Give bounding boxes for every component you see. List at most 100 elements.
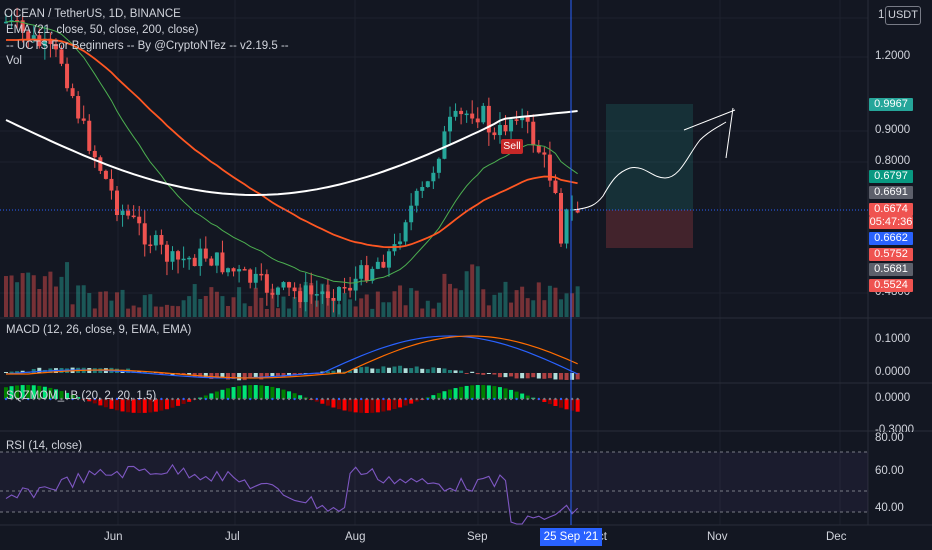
candle-body [370, 268, 375, 281]
volume-bar [103, 291, 108, 317]
candle-body [320, 291, 325, 295]
volume-bar [264, 308, 269, 317]
macd-legend[interactable]: MACD (12, 26, close, 9, EMA, EMA) [6, 324, 192, 336]
sqzmom-bar [15, 385, 20, 399]
candle-body [481, 105, 486, 123]
macd-histogram-bar [226, 373, 230, 380]
rsi-tick: 80.00 [875, 432, 904, 441]
sqzmom-bar [320, 399, 325, 404]
squeeze-dot [93, 397, 97, 401]
rsi-band [0, 452, 868, 512]
volume-bar [570, 293, 575, 317]
price-tick: 0.8000 [875, 155, 911, 167]
macd-histogram-bar [242, 373, 247, 381]
volume-bar [164, 304, 169, 317]
squeeze-dot [476, 397, 479, 401]
volume-bar [486, 305, 491, 317]
loss-zone [606, 210, 693, 248]
candle-body [20, 20, 25, 32]
squeeze-dot [32, 397, 35, 401]
sqzmom-bar [453, 388, 458, 399]
volume-bar [536, 282, 541, 317]
squeeze-dot [38, 397, 41, 401]
squeeze-dot [237, 397, 241, 401]
macd-histogram-bar [37, 367, 42, 373]
candle-body [281, 282, 286, 288]
sqzmom-bar [553, 399, 558, 406]
stop-price-label-2: 0.5524 [869, 279, 913, 292]
month-label: Jun [104, 531, 123, 543]
rsi-tick: 40.00 [875, 502, 904, 514]
ema-legend[interactable]: EMA (21, close, 50, close, 200, close) [6, 24, 199, 36]
symbol-title[interactable]: OCEAN / TetherUS, 1D, BINANCE [4, 8, 181, 20]
candle-body [15, 20, 20, 22]
currency-button[interactable]: USDT [885, 6, 921, 25]
macd-histogram-bar [503, 373, 508, 378]
macd-histogram-bar [453, 370, 458, 373]
rsi-legend[interactable]: RSI (14, close) [6, 440, 83, 452]
volume-bar [275, 308, 280, 317]
sqzmom-bar [464, 385, 469, 399]
squeeze-dot [504, 397, 507, 401]
candle-body [520, 116, 525, 121]
sqzmom-bar [42, 386, 47, 399]
squeeze-dot [360, 397, 363, 401]
squeeze-dot [210, 397, 213, 401]
candle-body [559, 193, 563, 244]
volume-bar [65, 262, 70, 317]
volume-bar [420, 308, 425, 317]
squeeze-dot [437, 397, 441, 401]
macd-histogram-bar [470, 371, 475, 373]
sqzmom-bar [348, 399, 353, 412]
sqzmom-bar [176, 399, 181, 406]
sqzmom-bar [525, 395, 530, 399]
sqzmom-bar [164, 399, 169, 410]
macd-histogram-bar [475, 373, 480, 375]
candle-body [287, 282, 292, 288]
squeeze-dot [154, 397, 158, 401]
squeeze-dot [10, 397, 13, 401]
volume-bar [31, 275, 36, 317]
hand-drawn-projection[interactable] [0, 107, 868, 211]
volume-bar [370, 308, 375, 317]
macd-histogram-bar [514, 373, 519, 379]
macd-histogram-bar [214, 373, 219, 378]
squeeze-dot [171, 397, 174, 401]
candle-body [259, 273, 264, 276]
squeeze-dot [165, 397, 169, 401]
ema21-line [5, 20, 578, 284]
candle-body [381, 261, 386, 268]
sqzmom-bar [337, 399, 341, 410]
macd-histogram-bar [264, 373, 269, 378]
candle-body [98, 157, 103, 171]
squeeze-dot [426, 397, 429, 401]
squeeze-dot [76, 397, 80, 401]
squeeze-dot [332, 397, 335, 401]
volume-bar [403, 305, 408, 317]
sqzmom-legend[interactable]: SQZMOM_LB (20, 2, 20, 1.5) [6, 390, 157, 402]
volume-bar [131, 305, 136, 317]
volume-bar [126, 308, 131, 317]
candle-body [42, 38, 47, 47]
candle-body [536, 145, 541, 153]
sqzmom-bar [497, 387, 502, 399]
candle-body [214, 252, 219, 266]
macd-histogram-bar [337, 369, 341, 373]
target-price-label: 0.9967 [869, 98, 913, 111]
sqzmom-bar [392, 399, 397, 410]
sqzmom-bar [31, 385, 36, 399]
sqzmom-bar [436, 393, 441, 399]
macd-histogram-bar [414, 366, 419, 373]
long-position-tool[interactable] [606, 104, 693, 248]
sqzmom-bar [375, 399, 380, 413]
macd-histogram-bar [481, 373, 486, 375]
volume-bar [292, 296, 297, 317]
sqzmom-bar [181, 399, 186, 404]
volume-legend[interactable]: Vol [6, 55, 22, 67]
sqzmom-bar [253, 385, 258, 399]
volume-bar [464, 271, 469, 317]
macd-histogram-bar [331, 370, 336, 373]
ucts-legend[interactable]: -- UCTS For Beginners -- By @CryptoNTez … [6, 40, 289, 52]
squeeze-dot [160, 397, 163, 401]
